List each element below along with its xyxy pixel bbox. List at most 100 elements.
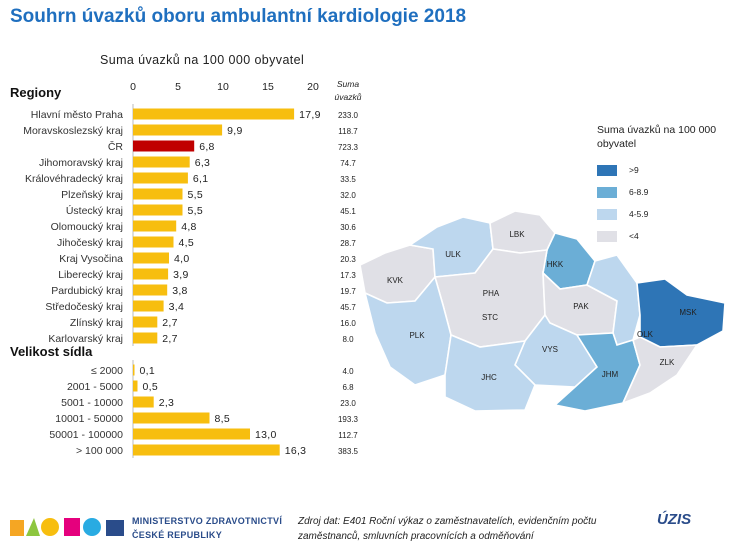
suma-value: 30.6 <box>340 223 356 232</box>
region-label: OLK <box>637 330 654 339</box>
data-source: Zdroj dat: E401 Roční výkaz o zaměstnava… <box>298 516 597 542</box>
suma-value: 16.0 <box>340 319 356 328</box>
category-label: Ústecký kraj <box>66 204 123 217</box>
suma-value: 20.3 <box>340 255 356 264</box>
ministry-logo-graphic <box>10 518 124 536</box>
suma-value: 19.7 <box>340 287 356 296</box>
category-label: Liberecký kraj <box>58 269 123 281</box>
region-label: PAK <box>573 302 589 311</box>
legend-swatch <box>597 164 617 176</box>
bar <box>133 380 138 392</box>
data-label: 2,3 <box>159 397 175 409</box>
data-label: 8,5 <box>215 413 231 425</box>
suma-value: 118.7 <box>338 127 358 136</box>
suma-value: 32.0 <box>340 191 356 200</box>
section-heading: Velikost sídla <box>10 344 93 359</box>
uzis-logo: ÚZIS <box>657 511 692 528</box>
category-label: 2001 - 5000 <box>67 381 123 393</box>
legend-swatch <box>597 230 617 242</box>
ministry-logo <box>10 514 128 545</box>
suma-value: 33.5 <box>340 175 356 184</box>
legend-item: 6-8.9 <box>597 181 732 203</box>
bar <box>133 316 158 328</box>
legend-label: 6-8.9 <box>629 187 649 197</box>
category-label: Hlavní město Praha <box>31 109 123 121</box>
legend-label: >9 <box>629 165 639 175</box>
bar <box>133 444 280 456</box>
data-label: 4,0 <box>174 253 190 265</box>
category-label: Zlínský kraj <box>70 317 123 329</box>
category-label: Pardubický kraj <box>51 285 123 297</box>
region-label: STC <box>482 313 498 322</box>
data-label: 5,5 <box>188 189 204 201</box>
page-title: Souhrn úvazků oboru ambulantní kardiolog… <box>10 6 467 27</box>
region-label: PLK <box>409 331 425 340</box>
category-label: Karlovarský kraj <box>48 333 123 345</box>
bar <box>133 220 177 232</box>
region-label: PHA <box>483 289 500 298</box>
data-label: 0,5 <box>143 381 159 393</box>
region-label: JHM <box>602 370 619 379</box>
x-tick-label: 5 <box>175 81 181 93</box>
map-region-jhc <box>444 333 536 412</box>
category-label: Olomoucký kraj <box>51 221 123 233</box>
category-label: 10001 - 50000 <box>55 413 123 425</box>
region-label: ZLK <box>660 358 675 367</box>
bar <box>133 412 210 424</box>
suma-value: 17.3 <box>340 271 356 280</box>
suma-value: 28.7 <box>340 239 356 248</box>
bar <box>133 140 195 152</box>
region-label: ULK <box>445 250 461 259</box>
category-label: Moravskoslezský kraj <box>23 125 123 137</box>
bar <box>133 300 164 312</box>
bar <box>133 204 183 216</box>
legend-title: Suma úvazků na 100 000 obyvatel <box>597 124 717 150</box>
region-label: KVK <box>387 276 404 285</box>
legend-item: >9 <box>597 159 732 181</box>
x-tick-label: 20 <box>307 81 319 93</box>
data-label: 2,7 <box>162 333 178 345</box>
legend-item: <4 <box>597 225 732 247</box>
map-legend: Suma úvazků na 100 000 obyvatel >9 6-8.9 4… <box>597 123 732 247</box>
bar <box>133 236 174 248</box>
data-label: 6,8 <box>199 141 215 153</box>
legend-label: 4-5.9 <box>629 209 649 219</box>
suma-value: 112.7 <box>338 431 358 440</box>
data-label: 6,3 <box>195 157 211 169</box>
bar <box>133 396 154 408</box>
data-label: 9,9 <box>227 125 243 137</box>
legend-item: 4-5.9 <box>597 203 732 225</box>
suma-value: 233.0 <box>338 111 359 120</box>
suma-value: 383.5 <box>338 447 359 456</box>
category-label: ≤ 2000 <box>91 365 123 377</box>
category-label: 50001 - 100000 <box>49 429 123 441</box>
choropleth-map: KVK ULK LBK HKK PHA STC PAK PLK VYS OLK MSK JHC JHM Z… <box>359 210 726 412</box>
bar <box>133 124 223 136</box>
region-label: LBK <box>509 230 525 239</box>
category-label: ČR <box>108 140 124 153</box>
suma-value: 723.3 <box>338 143 359 152</box>
suma-value: 193.3 <box>338 415 359 424</box>
section-heading: Regiony <box>10 85 62 100</box>
suma-value: 8.0 <box>342 335 354 344</box>
category-label: Jihočeský kraj <box>57 237 123 249</box>
suma-value: 45.1 <box>340 207 356 216</box>
x-tick-label: 10 <box>217 81 229 93</box>
legend-swatch <box>597 186 617 198</box>
region-label: HKK <box>547 260 564 269</box>
data-label: 3,4 <box>169 301 185 313</box>
ministry-name-line1: MINISTERSTVO ZDRAVOTNICTVÍ <box>132 516 283 526</box>
data-label: 0,1 <box>140 365 156 377</box>
data-label: 17,9 <box>299 109 321 121</box>
suma-value: 45.7 <box>340 303 356 312</box>
bar <box>133 172 188 184</box>
region-label: MSK <box>679 308 697 317</box>
suma-header: úvazků <box>335 92 362 102</box>
data-label: 2,7 <box>162 317 178 329</box>
map-region-msk <box>636 278 726 348</box>
bar <box>133 108 295 120</box>
data-label: 4,8 <box>181 221 197 233</box>
legend-items: >9 6-8.9 4-5.9 <4 <box>597 159 732 247</box>
x-tick-label: 15 <box>262 81 274 93</box>
bar <box>133 428 250 440</box>
